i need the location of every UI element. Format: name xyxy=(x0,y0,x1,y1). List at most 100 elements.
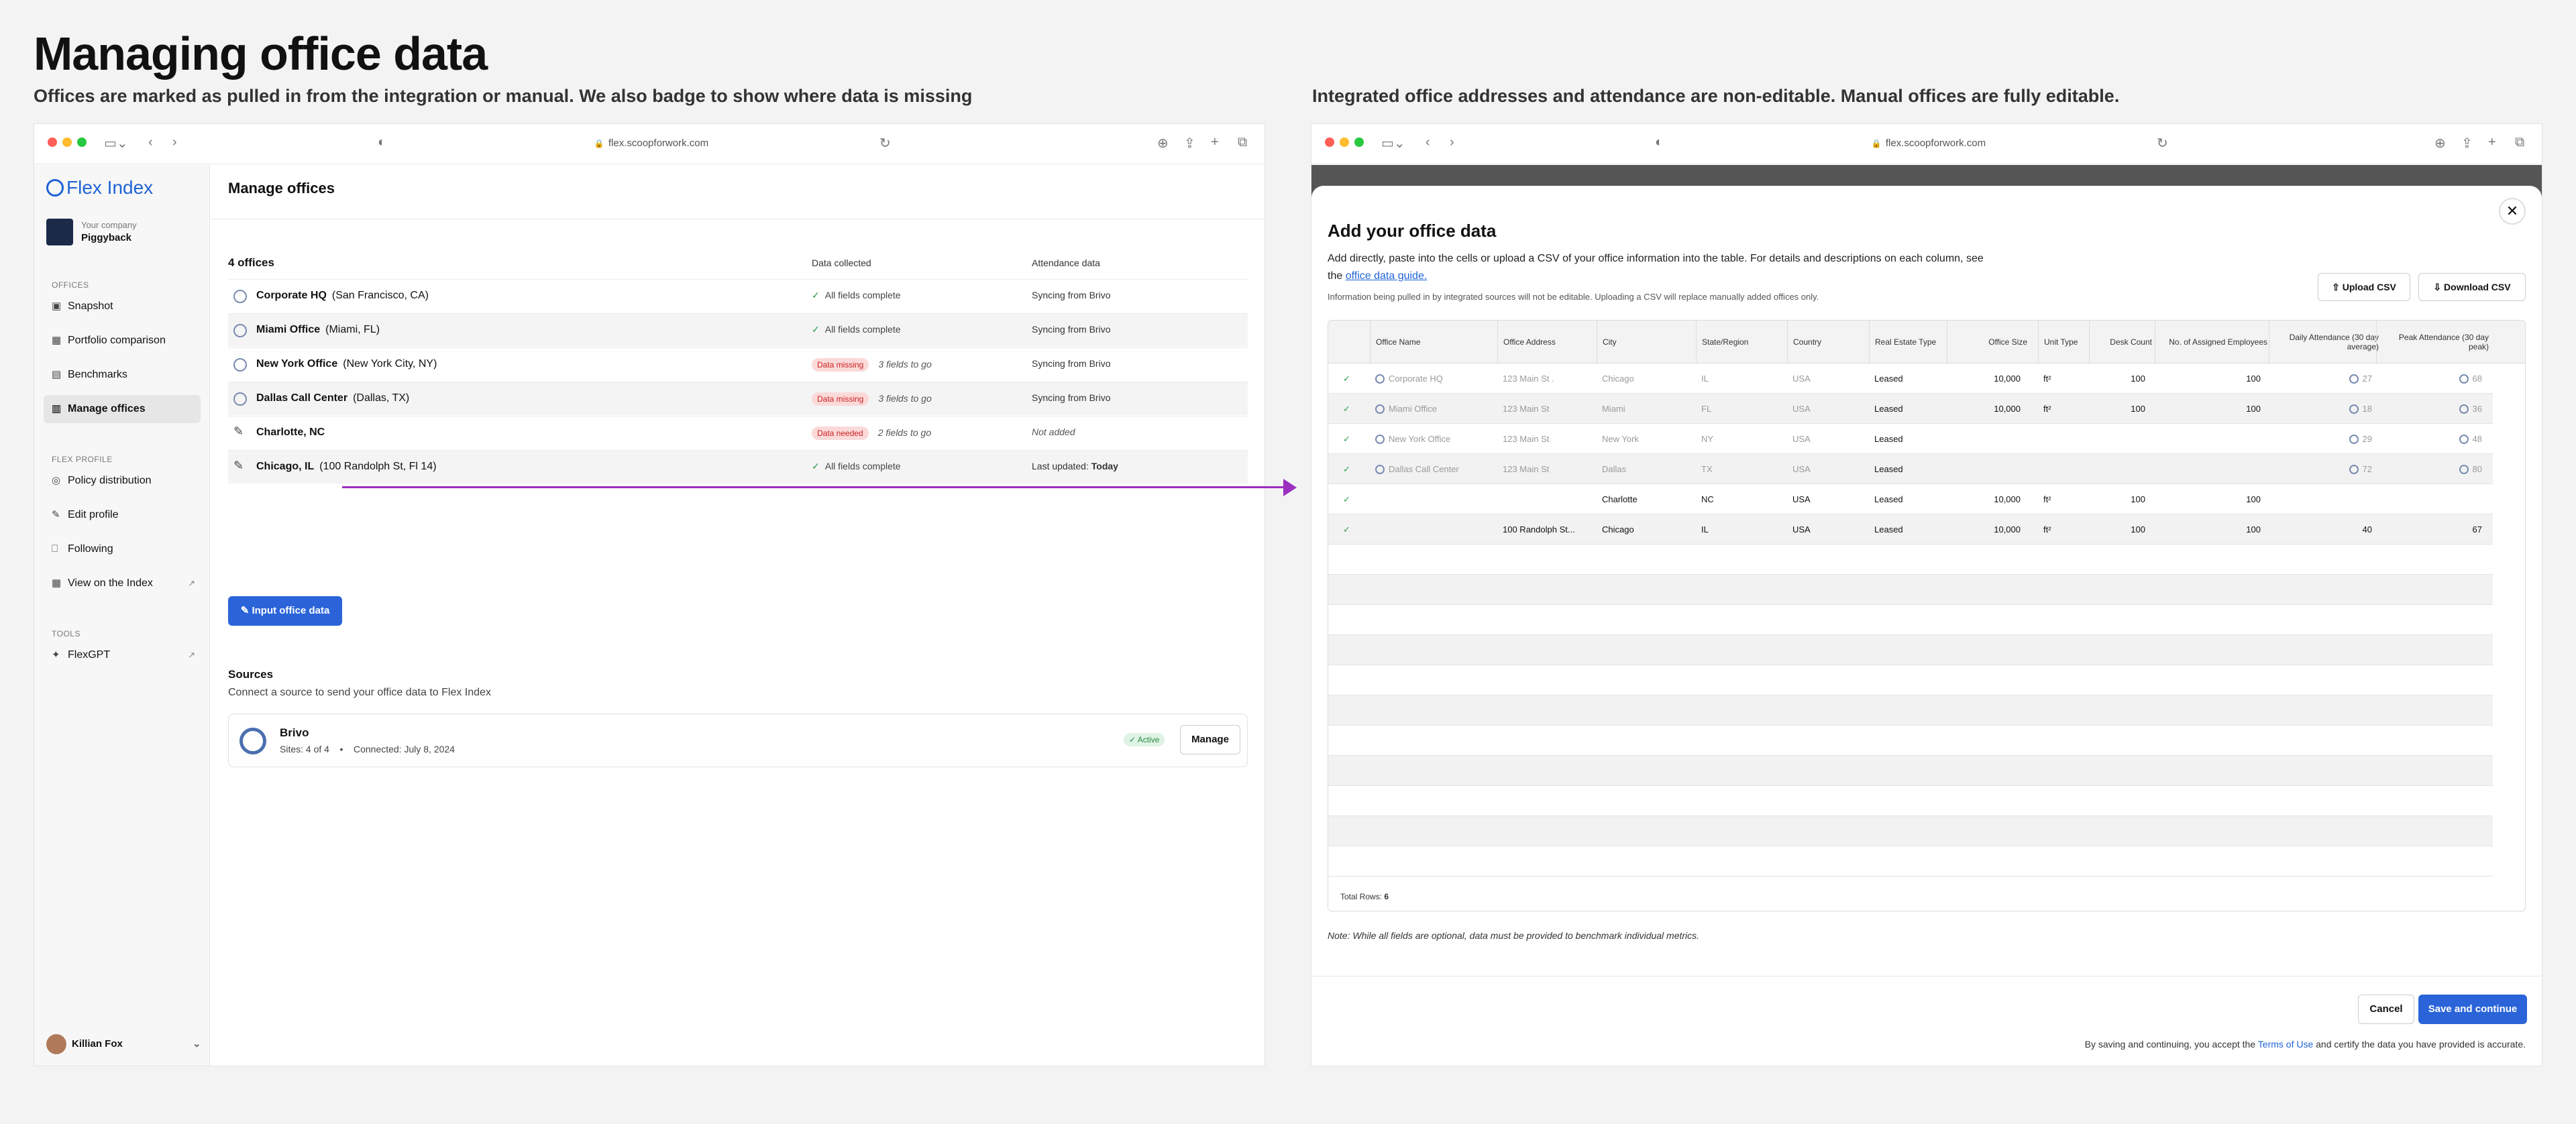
cell-state[interactable]: IL xyxy=(1701,514,1768,545)
sidebar-item-snapshot[interactable]: ▣ Snapshot xyxy=(44,292,201,321)
cell-desk[interactable] xyxy=(2094,454,2145,484)
zoom-window-button[interactable] xyxy=(1354,137,1364,147)
forward-icon[interactable]: › xyxy=(172,135,177,150)
cell-country[interactable]: USA xyxy=(1792,514,1860,545)
cell-country[interactable]: USA xyxy=(1792,484,1860,514)
cell-unit[interactable] xyxy=(2043,454,2084,484)
empty-row[interactable] xyxy=(1328,575,2493,605)
cell-emp[interactable] xyxy=(2160,454,2261,484)
back-icon[interactable]: ‹ xyxy=(148,135,153,150)
sidebar-item-flexgpt[interactable]: ✦ FlexGPT ↗ xyxy=(44,641,201,669)
cell-peak[interactable]: 67 xyxy=(2381,514,2482,545)
sidebar-item-following[interactable]: ⎕ Following xyxy=(44,535,201,563)
column-header[interactable]: Unit Type xyxy=(2038,321,2090,363)
sidebar-toggle-icon[interactable]: ▭⌄ xyxy=(104,136,128,151)
minimize-window-button[interactable] xyxy=(62,137,72,147)
table-row[interactable]: ✓ 100 Randolph St... Chicago IL USA Leased 10,… xyxy=(1328,514,2493,545)
empty-row[interactable] xyxy=(1328,816,2493,846)
cell-desk[interactable]: 100 xyxy=(2094,514,2145,545)
cell-size[interactable]: 10,000 xyxy=(1952,363,2021,394)
download-icon[interactable]: ⊕ xyxy=(2434,136,2446,151)
minimize-window-button[interactable] xyxy=(1340,137,1349,147)
cell-type[interactable]: Leased xyxy=(1874,454,1941,484)
column-header[interactable]: Country xyxy=(1787,321,1866,363)
reload-icon[interactable]: ↻ xyxy=(879,136,891,151)
column-header[interactable]: Daily Attendance (30 day average) xyxy=(2269,321,2379,363)
share-icon[interactable]: ⇪ xyxy=(2461,136,2473,151)
cell-unit[interactable]: ft² xyxy=(2043,484,2084,514)
download-icon[interactable]: ⊕ xyxy=(1157,136,1169,151)
column-header[interactable]: Desk Count xyxy=(2089,321,2152,363)
table-row[interactable]: ✓ Charlotte NC USA Leased 10,000 ft² 100 100 xyxy=(1328,484,2493,514)
empty-row[interactable] xyxy=(1328,545,2493,575)
cell-emp[interactable]: 100 xyxy=(2160,484,2261,514)
table-row[interactable]: Miami Office (Miami, FL) ✓ All fields compl… xyxy=(228,313,1248,347)
cell-type[interactable]: Leased xyxy=(1874,484,1941,514)
cell-desk[interactable]: 100 xyxy=(2094,394,2145,424)
shield-icon[interactable]: ◐ xyxy=(378,135,386,150)
empty-row[interactable] xyxy=(1328,605,2493,635)
empty-row[interactable] xyxy=(1328,756,2493,786)
table-row[interactable]: New York Office (New York City, NY) Data m… xyxy=(228,347,1248,381)
cell-size[interactable]: 10,000 xyxy=(1952,394,2021,424)
table-row[interactable]: ✓ Corporate HQ 123 Main St . Chicago IL USA Le… xyxy=(1328,363,2493,394)
cell-unit[interactable]: ft² xyxy=(2043,514,2084,545)
office-data-guide-link[interactable]: office data guide. xyxy=(1345,270,1428,282)
save-and-continue-button[interactable]: Save and continue xyxy=(2418,995,2527,1024)
back-icon[interactable]: ‹ xyxy=(1426,135,1430,150)
column-header[interactable]: Office Address xyxy=(1497,321,1597,363)
table-row[interactable]: ✎ Chicago, IL (100 Randolph St, Fl 14) ✓ All… xyxy=(228,450,1248,484)
cell-peak[interactable] xyxy=(2381,484,2482,514)
cell-state[interactable]: NC xyxy=(1701,484,1768,514)
cell-type[interactable]: Leased xyxy=(1874,424,1941,454)
address-bar[interactable]: 🔒 flex.scoopforwork.com xyxy=(1674,132,2184,155)
new-tab-icon[interactable]: + xyxy=(2488,135,2496,150)
cell-name[interactable] xyxy=(1375,484,1489,514)
column-header[interactable]: Office Size xyxy=(1947,321,2027,363)
column-header[interactable]: Peak Attendance (30 day peak) xyxy=(2376,321,2489,363)
empty-row[interactable] xyxy=(1328,726,2493,756)
cell-addr[interactable]: 100 Randolph St... xyxy=(1503,514,1590,545)
new-tab-icon[interactable]: + xyxy=(1211,135,1219,150)
user-menu[interactable]: Killian Fox ⌄ xyxy=(46,1033,201,1055)
upload-csv-button[interactable]: ⇧ Upload CSV xyxy=(2318,273,2410,301)
sidebar-item-view-index[interactable]: ▦ View on the Index ↗ xyxy=(44,569,201,598)
cell-desk[interactable]: 100 xyxy=(2094,363,2145,394)
cell-unit[interactable]: ft² xyxy=(2043,394,2084,424)
tabs-overview-icon[interactable]: ⧉ xyxy=(1238,135,1248,150)
empty-row[interactable] xyxy=(1328,786,2493,816)
cell-daily[interactable]: 40 xyxy=(2274,514,2372,545)
forward-icon[interactable]: › xyxy=(1450,135,1454,150)
table-row[interactable]: Dallas Call Center (Dallas, TX) Data missi… xyxy=(228,382,1248,415)
manage-source-button[interactable]: Manage xyxy=(1180,725,1240,754)
column-header[interactable]: Office Name xyxy=(1370,321,1496,363)
column-header[interactable]: No. of Assigned Employees xyxy=(2155,321,2267,363)
sidebar-item-portfolio[interactable]: ▦ Portfolio comparison xyxy=(44,327,201,355)
terms-of-use-link[interactable]: Terms of Use xyxy=(2257,1039,2314,1050)
table-row[interactable]: ✎ Charlotte, NC Data needed 2 fields to go N… xyxy=(228,416,1248,449)
sidebar-item-edit-profile[interactable]: ✎ Edit profile xyxy=(44,501,201,529)
flex-index-logo[interactable]: Flex Index xyxy=(46,177,153,199)
cell-unit[interactable] xyxy=(2043,424,2084,454)
empty-row[interactable] xyxy=(1328,846,2493,877)
cell-city[interactable]: Charlotte xyxy=(1602,484,1689,514)
shield-icon[interactable]: ◐ xyxy=(1655,135,1664,150)
cell-size[interactable]: 10,000 xyxy=(1952,514,2021,545)
cell-name[interactable] xyxy=(1375,514,1489,545)
cell-size[interactable]: 10,000 xyxy=(1952,484,2021,514)
sidebar-item-benchmarks[interactable]: ▤ Benchmarks xyxy=(44,361,201,389)
column-header[interactable]: City xyxy=(1597,321,1696,363)
cell-desk[interactable] xyxy=(2094,424,2145,454)
cell-size[interactable] xyxy=(1952,424,2021,454)
sidebar-toggle-icon[interactable]: ▭⌄ xyxy=(1381,136,1405,151)
share-icon[interactable]: ⇪ xyxy=(1184,136,1195,151)
sidebar-item-manage-offices[interactable]: ▥ Manage offices xyxy=(44,395,201,423)
column-header[interactable]: State/Region xyxy=(1696,321,1775,363)
cell-type[interactable]: Leased xyxy=(1874,394,1941,424)
cell-city[interactable]: Chicago xyxy=(1602,514,1689,545)
cell-emp[interactable]: 100 xyxy=(2160,363,2261,394)
column-header[interactable]: Real Estate Type xyxy=(1869,321,1948,363)
empty-row[interactable] xyxy=(1328,665,2493,695)
tabs-overview-icon[interactable]: ⧉ xyxy=(2515,135,2525,150)
close-window-button[interactable] xyxy=(48,137,57,147)
